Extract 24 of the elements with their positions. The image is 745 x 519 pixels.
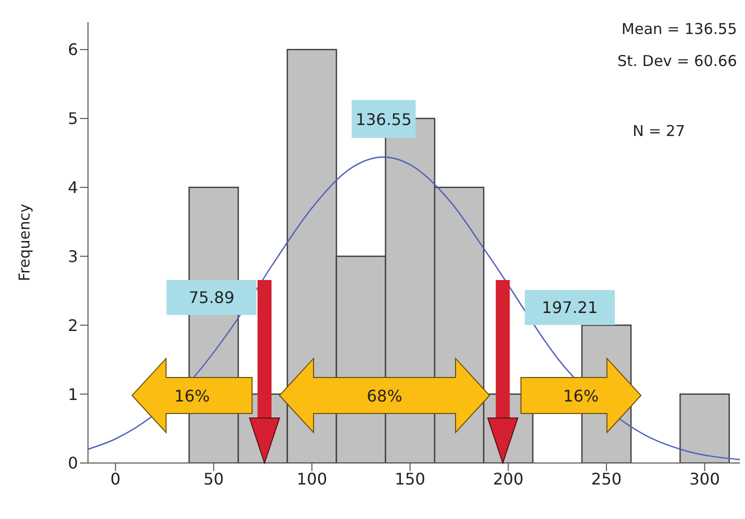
y-axis-title: Frequency bbox=[15, 204, 34, 282]
annotation: Mean = 136.55 bbox=[622, 20, 737, 38]
x-tick-label: 250 bbox=[591, 469, 622, 488]
ref-line-label: 197.21 bbox=[542, 298, 598, 317]
annotation: St. Dev = 60.66 bbox=[617, 52, 737, 70]
y-tick-label: 4 bbox=[68, 178, 78, 198]
x-tick-label: 300 bbox=[689, 469, 720, 488]
x-tick-label: 150 bbox=[394, 469, 426, 488]
annotation: N = 27 bbox=[632, 122, 685, 140]
y-tick-label: 2 bbox=[68, 316, 78, 335]
annotation: 16% bbox=[563, 386, 599, 406]
ref-line-label: 75.89 bbox=[188, 288, 234, 307]
y-tick-label: 3 bbox=[68, 246, 78, 266]
annotation: 16% bbox=[174, 386, 210, 406]
y-tick-label: 0 bbox=[68, 454, 78, 473]
annotation: 68% bbox=[366, 386, 402, 406]
y-tick-label: 1 bbox=[68, 384, 78, 404]
x-tick-label: 50 bbox=[204, 469, 224, 488]
annotation: 136.55 bbox=[356, 110, 412, 129]
x-tick-label: 100 bbox=[296, 469, 328, 488]
x-tick-label: 0 bbox=[110, 469, 121, 488]
x-tick-label: 200 bbox=[492, 469, 524, 488]
y-tick-label: 6 bbox=[68, 40, 78, 60]
y-tick-label: 5 bbox=[68, 109, 78, 128]
